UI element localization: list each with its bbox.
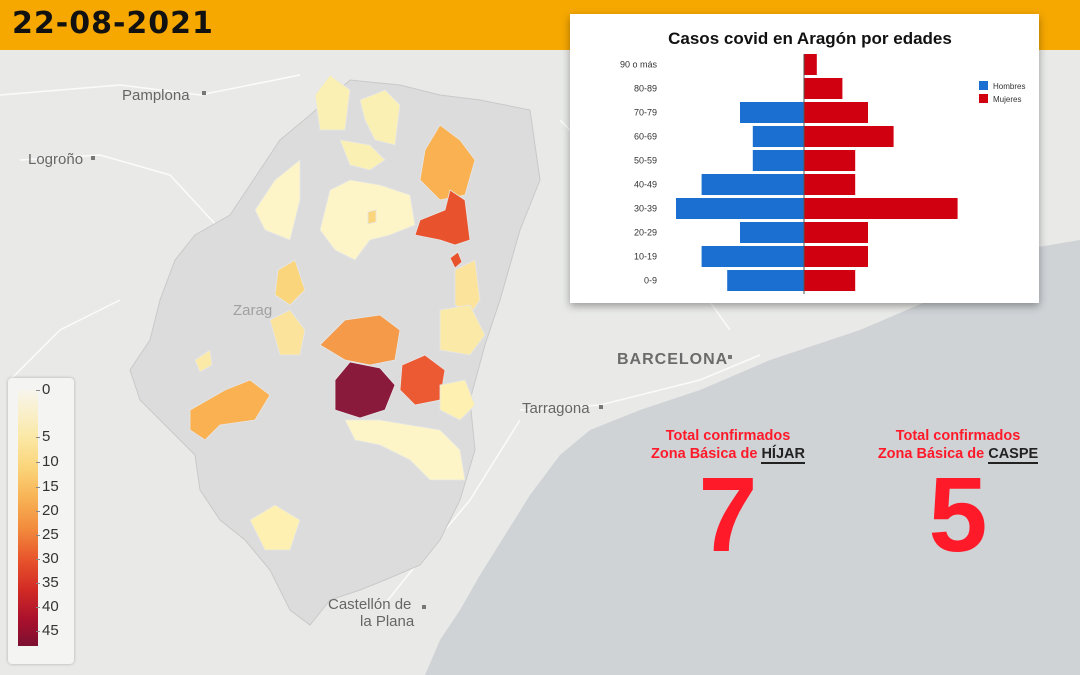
category-label: 0-9	[644, 276, 657, 286]
category-label: 80-89	[634, 84, 657, 94]
legend-tick: 20	[36, 502, 59, 519]
zone-yellow-e	[454, 259, 481, 316]
category-label: 90 o más	[620, 60, 658, 70]
bar-hombres	[752, 150, 804, 171]
stat-hijar: Total confirmados Zona Básica de HÍJAR 7	[630, 427, 826, 574]
legend-label: Mujeres	[993, 95, 1021, 104]
legend-swatch	[979, 94, 988, 103]
pyramid-svg: Casos covid en Aragón por edades 90 o má…	[620, 29, 1025, 294]
stat-caspe-line2: Zona Básica de CASPE	[877, 446, 1039, 464]
age-pyramid-chart: Casos covid en Aragón por edades 90 o má…	[570, 14, 1039, 303]
bar-hombres	[740, 102, 804, 123]
stat-caspe-line1: Total confirmados	[895, 428, 1021, 444]
zone-dark-hijar	[334, 361, 396, 419]
city-logrono: Logroño	[28, 151, 83, 168]
zone-light-north-1	[314, 74, 351, 131]
category-label: 40-49	[634, 180, 657, 190]
stat-caspe-zone: CASPE	[988, 446, 1039, 464]
legend-tick: 40	[36, 598, 59, 615]
legend-tick: 0	[35, 381, 51, 398]
bar-mujeres	[804, 222, 868, 243]
bar-mujeres	[804, 126, 894, 147]
zone-orange-w	[189, 379, 271, 441]
bar-hombres	[740, 222, 804, 243]
stat-caspe: Total confirmados Zona Básica de CASPE 5	[860, 427, 1056, 574]
bar-hombres	[676, 198, 804, 219]
zone-red-ne	[414, 189, 471, 246]
sea	[425, 240, 1080, 675]
legend-tick: 45	[36, 622, 59, 639]
legend-color-scale	[18, 390, 38, 646]
city-castellon-1: Castellón de	[328, 596, 411, 613]
chart-title: Casos covid en Aragón por edades	[668, 29, 952, 48]
zone-light-e2	[439, 304, 486, 356]
legend-swatch	[979, 81, 988, 90]
city-pamplona: Pamplona	[122, 87, 190, 104]
legend-tick: 5	[35, 428, 51, 445]
bar-mujeres	[804, 198, 958, 219]
legend-tick: 15	[36, 478, 59, 495]
zone-light-center	[319, 179, 416, 261]
zone-light-west	[254, 159, 301, 241]
bar-mujeres	[804, 174, 856, 195]
zone-red-small	[449, 251, 463, 269]
bar-hombres	[727, 270, 804, 291]
category-label: 50-59	[634, 156, 657, 166]
zone-light-north-2	[359, 89, 401, 146]
zone-light-sw	[194, 349, 213, 373]
bar-hombres	[701, 174, 804, 195]
category-label: 10-19	[634, 252, 657, 262]
bar-hombres	[752, 126, 804, 147]
zone-light-north-3	[339, 139, 386, 171]
bar-mujeres	[804, 270, 856, 291]
stat-hijar-zone: HÍJAR	[761, 446, 805, 464]
zone-orange-center	[319, 314, 401, 366]
stat-hijar-line2: Zona Básica de HÍJAR	[651, 446, 805, 464]
bar-hombres	[701, 246, 804, 267]
bar-mujeres	[804, 54, 817, 75]
legend-tick: 35	[36, 574, 59, 591]
legend-tick: 25	[36, 526, 59, 543]
zone-light-se	[439, 379, 476, 421]
color-legend: 0 5 10 15 20 25 30 35 40 45	[8, 378, 74, 664]
category-label: 30-39	[634, 204, 657, 214]
city-tarragona: Tarragona	[522, 400, 590, 417]
category-label: 60-69	[634, 132, 657, 142]
legend-tick: 30	[36, 550, 59, 567]
zone-orange-ne	[419, 124, 476, 201]
bar-mujeres	[804, 102, 868, 123]
zone-yellow-z	[274, 259, 306, 306]
city-zaragoza: Zarag	[233, 302, 272, 319]
legend-label: Hombres	[993, 82, 1025, 91]
stat-caspe-value: 5	[928, 456, 988, 574]
zone-light-s	[344, 419, 466, 481]
stat-hijar-line1: Total confirmados	[665, 428, 791, 444]
zone-light-small	[367, 209, 377, 225]
bar-mujeres	[804, 246, 868, 267]
bar-mujeres	[804, 78, 843, 99]
bar-mujeres	[804, 150, 856, 171]
category-label: 20-29	[634, 228, 657, 238]
date-label: 22-08-2021	[12, 6, 214, 41]
city-barcelona: BARCELONA	[617, 351, 728, 368]
legend-tick: 10	[36, 453, 59, 470]
stat-hijar-value: 7	[698, 456, 758, 574]
zone-yellow-z2	[269, 309, 306, 356]
city-castellon-2: la Plana	[360, 613, 415, 630]
category-label: 70-79	[634, 108, 657, 118]
zone-light-sw2	[249, 504, 301, 551]
